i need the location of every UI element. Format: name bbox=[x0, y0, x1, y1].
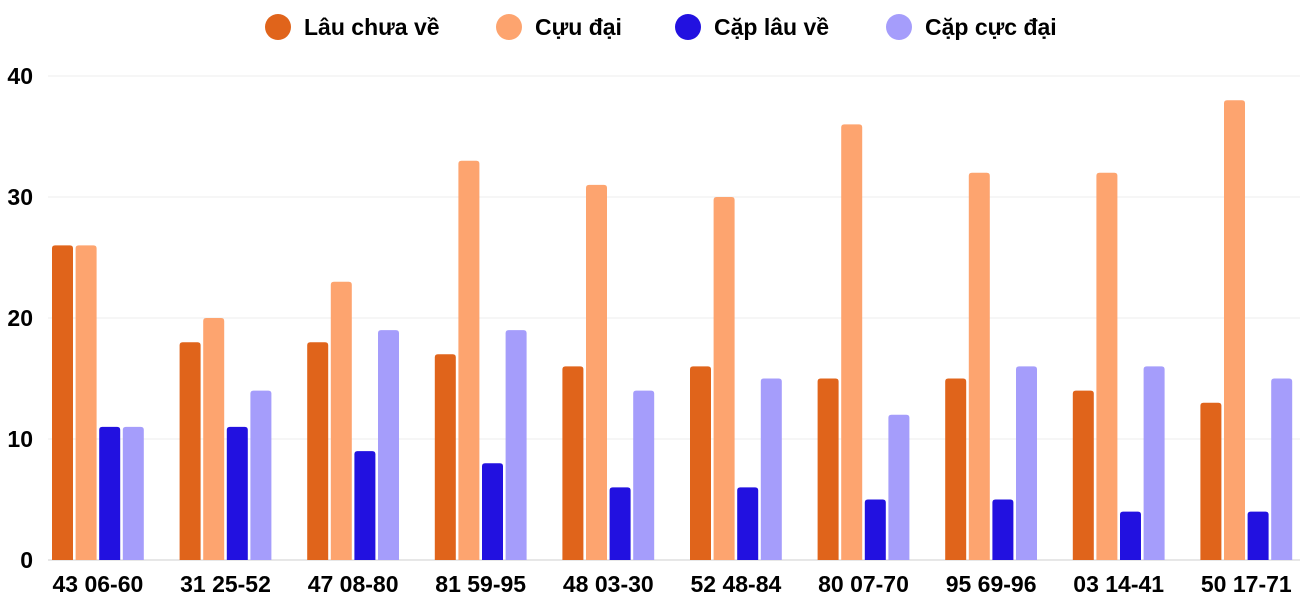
bar-3-2: Cặp lâu về — 31 25-52: 11 bbox=[226, 426, 248, 560]
x-tick-label: 43 06-60 bbox=[52, 571, 143, 597]
legend-swatch-4 bbox=[886, 14, 912, 40]
bar-2-9: Cựu đại — 03 14-41: 32 bbox=[1096, 172, 1118, 561]
bar-1-4: Lâu chưa về — 81 59-95: 17 bbox=[434, 354, 456, 560]
bar-1-9: Lâu chưa về — 03 14-41: 14 bbox=[1072, 390, 1094, 560]
bar-2-7: Cựu đại — 80 07-70: 36 bbox=[841, 124, 863, 561]
bar-3-8: Cặp lâu về — 95 69-96: 5 bbox=[992, 499, 1014, 560]
bar-4-5: Cặp cực đại — 48 03-30: 14 bbox=[633, 390, 655, 560]
bar-1-3: Lâu chưa về — 47 08-80: 18 bbox=[307, 342, 329, 560]
bar-4-4: Cặp cực đại — 81 59-95: 19 bbox=[505, 330, 527, 560]
bar-1-5: Lâu chưa về — 48 03-30: 16 bbox=[562, 366, 584, 560]
bar-4-3: Cặp cực đại — 47 08-80: 19 bbox=[378, 330, 399, 560]
x-tick-label: 31 25-52 bbox=[180, 571, 271, 597]
bar-2-5: Cựu đại — 48 03-30: 31 bbox=[586, 184, 607, 560]
x-tick-label: 52 48-84 bbox=[690, 571, 781, 597]
legend: Lâu chưa về Cựu đại Cặp lâu về Cặp cực đại bbox=[265, 14, 1057, 40]
bar-2-8: Cựu đại — 95 69-96: 32 bbox=[968, 172, 990, 561]
x-tick-label: 50 17-71 bbox=[1201, 571, 1292, 597]
bar-1-6: Lâu chưa về — 52 48-84: 16 bbox=[690, 366, 711, 560]
x-tick-label: 81 59-95 bbox=[435, 571, 526, 597]
bar-1-10: Lâu chưa về — 50 17-71: 13 bbox=[1200, 402, 1222, 560]
legend-item: Cặp lâu về bbox=[675, 14, 829, 40]
bar-1-2: Lâu chưa về — 31 25-52: 18 bbox=[179, 342, 201, 560]
legend-label: Cặp lâu về bbox=[714, 14, 829, 40]
bar-3-6: Cặp lâu về — 52 48-84: 6 bbox=[737, 487, 759, 560]
bar-3-1: Cặp lâu về — 43 06-60: 11 bbox=[99, 426, 121, 560]
legend-label: Lâu chưa về bbox=[304, 14, 440, 40]
legend-swatch-2 bbox=[496, 14, 522, 40]
x-tick-label: 47 08-80 bbox=[308, 571, 399, 597]
legend-item: Cựu đại bbox=[496, 14, 622, 40]
bar-1-7: Lâu chưa về — 80 07-70: 15 bbox=[817, 378, 839, 560]
bar-4-10: Cặp cực đại — 50 17-71: 15 bbox=[1271, 378, 1293, 560]
bar-3-3: Cặp lâu về — 47 08-80: 9 bbox=[354, 451, 376, 560]
legend-item: Cặp cực đại bbox=[886, 14, 1057, 40]
axes: 0 10 20 30 40 43 06-60 31 25-52 47 08-80 81 59-9… bbox=[7, 63, 1291, 597]
bar-3-5: Cặp lâu về — 48 03-30: 6 bbox=[609, 487, 631, 560]
bar-4-7: Cặp cực đại — 80 07-70: 12 bbox=[888, 414, 910, 560]
legend-swatch-3 bbox=[675, 14, 701, 40]
y-tick-label: 30 bbox=[7, 184, 33, 210]
bar-3-4: Cặp lâu về — 81 59-95: 8 bbox=[482, 463, 503, 560]
bar-2-4: Cựu đại — 81 59-95: 33 bbox=[458, 160, 480, 560]
legend-item: Lâu chưa về bbox=[265, 14, 440, 40]
bar-2-10: Cựu đại — 50 17-71: 38 bbox=[1224, 100, 1245, 560]
bar-2-1: Cựu đại — 43 06-60: 26 bbox=[75, 245, 97, 560]
y-tick-label: 20 bbox=[7, 305, 33, 331]
bar-3-7: Cặp lâu về — 80 07-70: 5 bbox=[864, 499, 886, 560]
legend-swatch-1 bbox=[265, 14, 291, 40]
bar-4-8: Cặp cực đại — 95 69-96: 16 bbox=[1016, 366, 1037, 560]
bar-2-6: Cựu đại — 52 48-84: 30 bbox=[713, 197, 735, 560]
bar-3-10: Cặp lâu về — 50 17-71: 4 bbox=[1247, 511, 1269, 560]
bar-3-9: Cặp lâu về — 03 14-41: 4 bbox=[1120, 511, 1141, 560]
bar-1-1: Lâu chưa về — 43 06-60: 26 bbox=[52, 245, 73, 560]
bar-2-3: Cựu đại — 47 08-80: 23 bbox=[330, 281, 352, 560]
bar-4-1: Cặp cực đại — 43 06-60: 11 bbox=[122, 426, 144, 560]
legend-label: Cặp cực đại bbox=[925, 14, 1057, 40]
y-tick-label: 0 bbox=[20, 547, 33, 573]
bar-4-9: Cặp cực đại — 03 14-41: 16 bbox=[1143, 366, 1165, 560]
legend-label: Cựu đại bbox=[535, 14, 622, 40]
bar-1-8: Lâu chưa về — 95 69-96: 15 bbox=[945, 378, 967, 560]
x-tick-label: 95 69-96 bbox=[946, 571, 1037, 597]
x-tick-label: 48 03-30 bbox=[563, 571, 654, 597]
y-tick-label: 40 bbox=[7, 63, 33, 89]
y-tick-label: 10 bbox=[7, 426, 33, 452]
bars: Lâu chưa về — 43 06-60: 26Cựu đại — 43 0… bbox=[52, 100, 1293, 561]
x-tick-label: 80 07-70 bbox=[818, 571, 909, 597]
bar-4-6: Cặp cực đại — 52 48-84: 15 bbox=[760, 378, 782, 560]
x-tick-label: 03 14-41 bbox=[1073, 571, 1164, 597]
bar-4-2: Cặp cực đại — 31 25-52: 14 bbox=[250, 390, 272, 560]
bar-2-2: Cựu đại — 31 25-52: 20 bbox=[203, 318, 225, 560]
